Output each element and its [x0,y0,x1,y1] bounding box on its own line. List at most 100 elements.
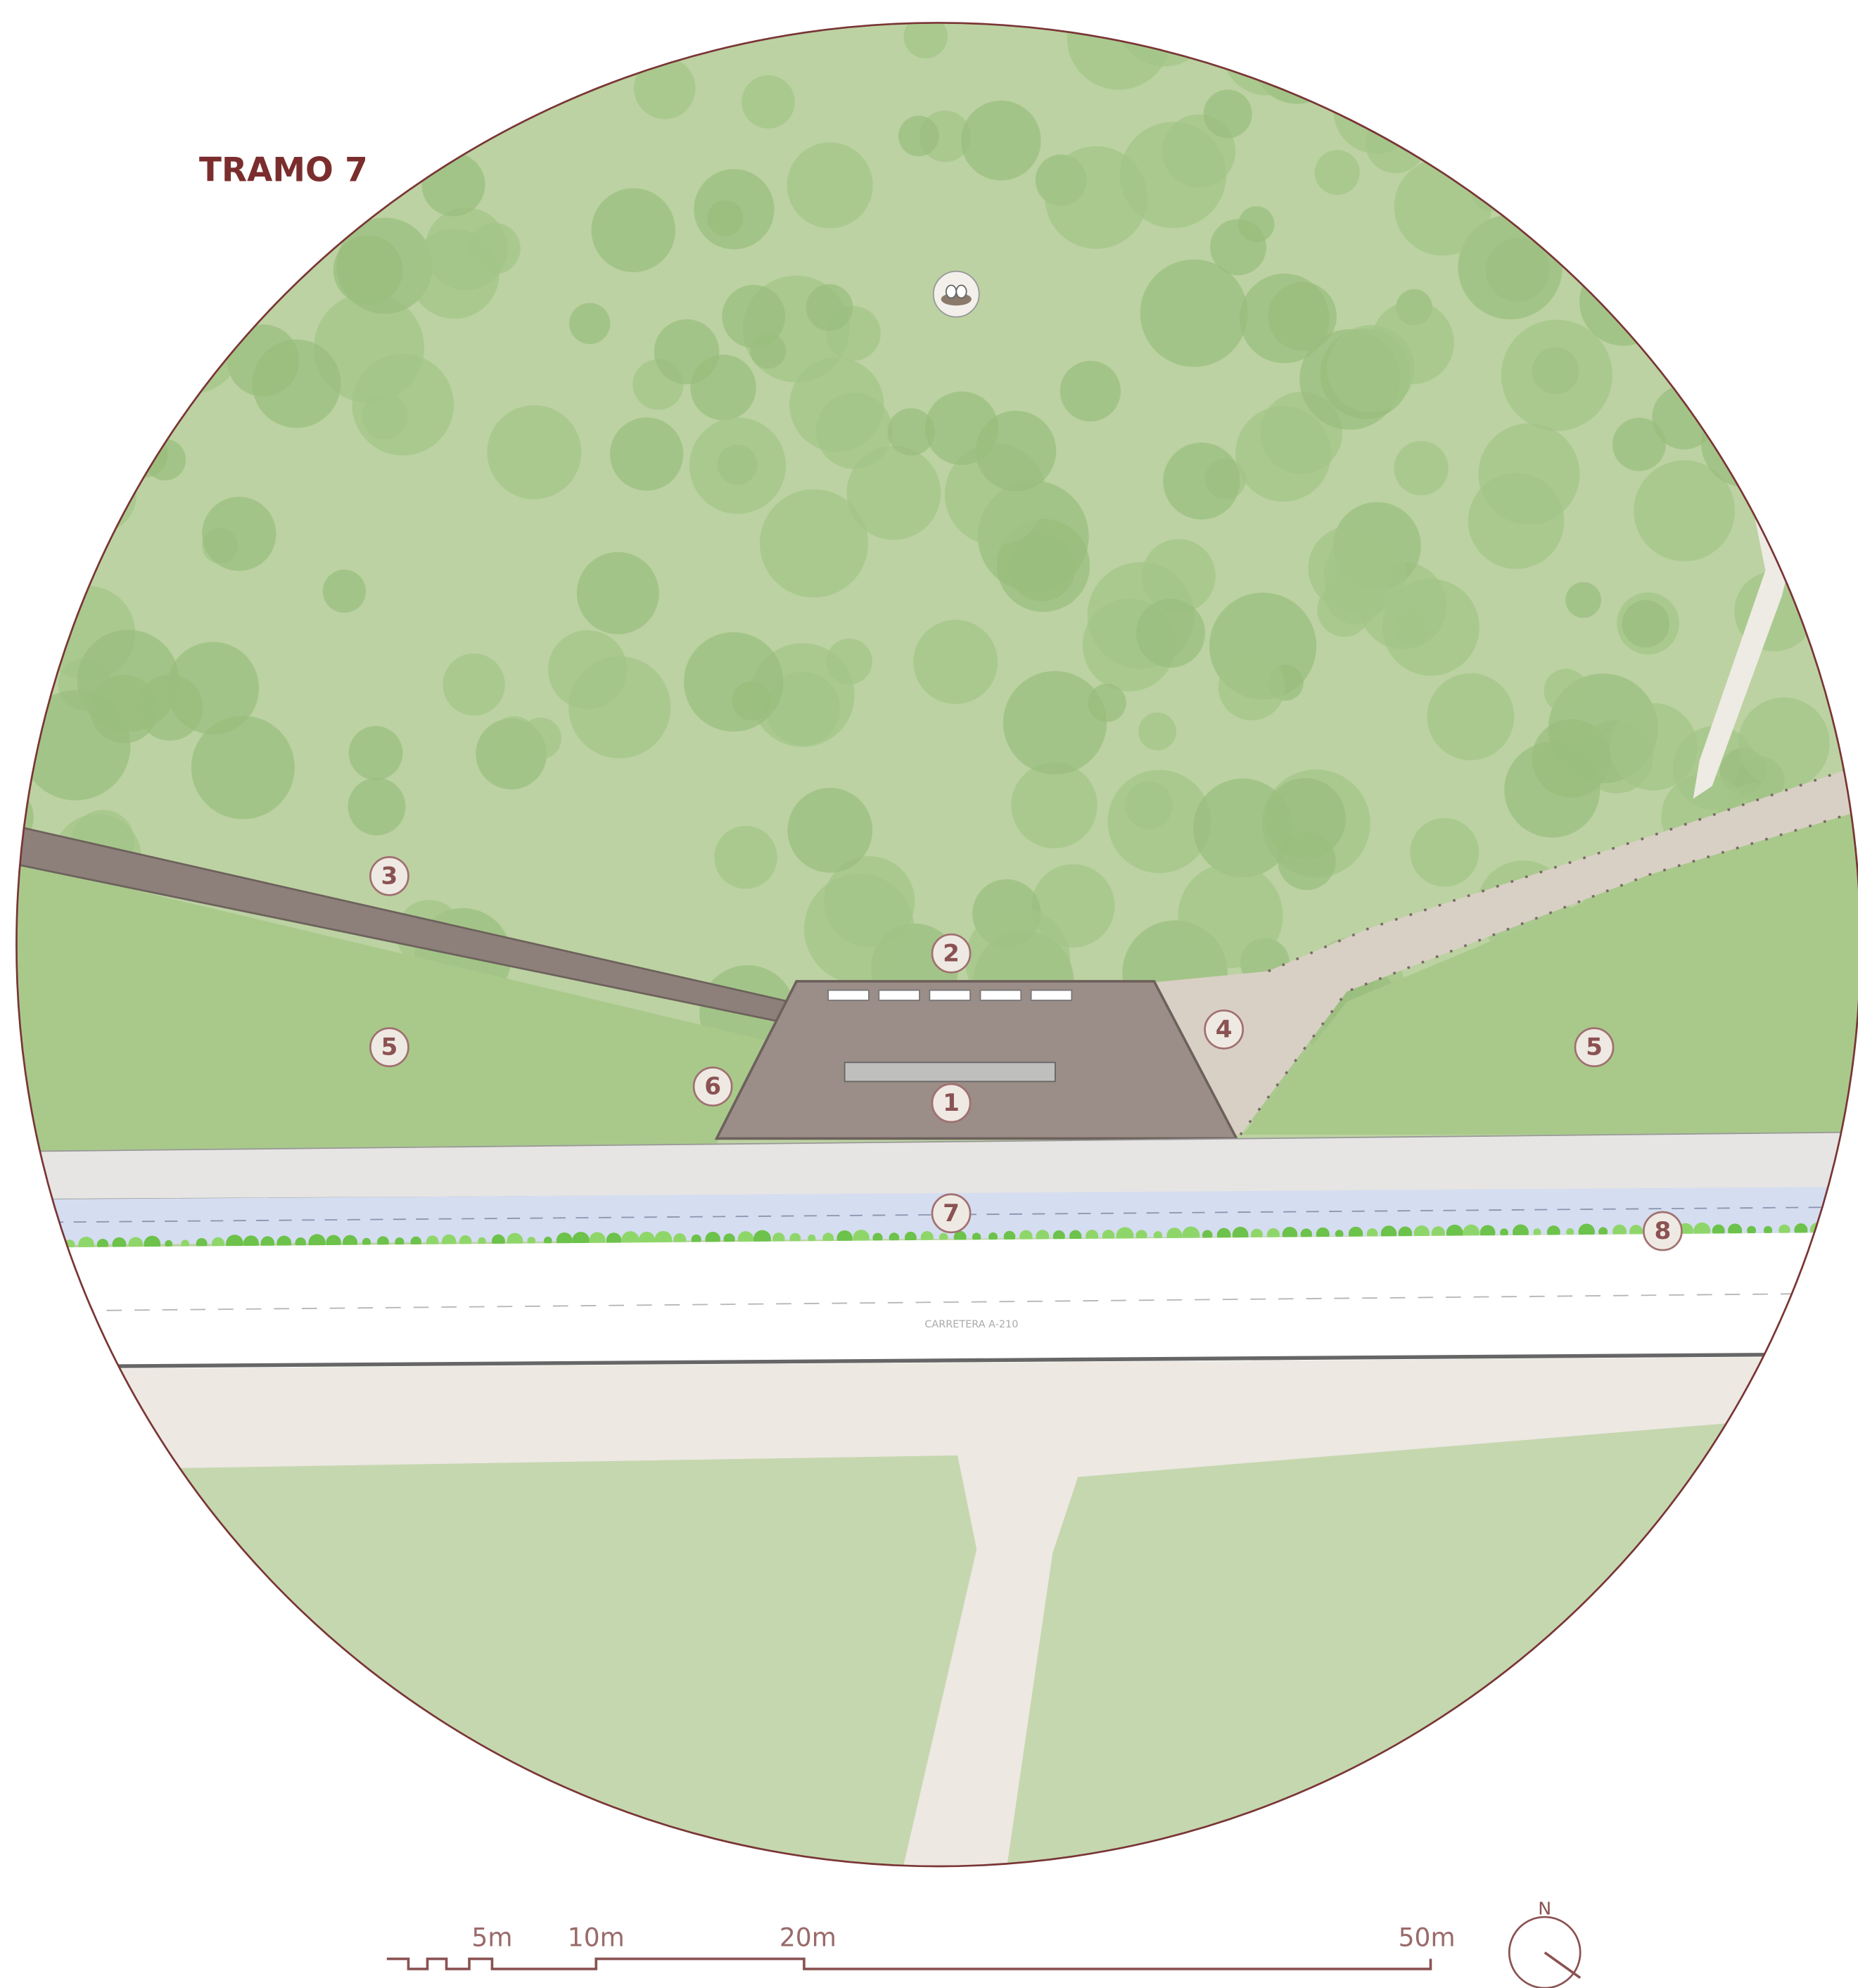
scale-label: 20m [780,1923,836,1953]
scale-label: 10m [568,1923,625,1953]
marker-label: 5 [1586,1033,1603,1062]
viewing-platform [717,981,1237,1138]
tree [888,408,935,455]
tree [15,146,108,239]
tree [913,620,998,704]
tree [1060,361,1121,421]
tree [349,726,403,780]
tree [253,339,341,428]
tree [634,58,696,120]
tree [1798,504,1854,560]
marker-label: 2 [943,939,960,967]
tree [1803,187,1858,272]
tree [333,0,404,69]
tree [1382,579,1480,676]
tree [1753,42,1795,84]
tree [1442,64,1548,170]
tree [487,405,581,499]
tree [1193,779,1292,878]
tree [569,303,610,344]
tree [1308,526,1392,611]
tree [1555,132,1655,232]
tree [191,216,254,279]
bench [929,990,970,1000]
egg [946,286,956,298]
marker-label: 3 [381,862,398,890]
tree [707,200,743,236]
bench [879,990,920,1000]
tree [1610,703,1697,790]
tree [1748,56,1797,106]
tree [167,642,260,734]
tree [610,417,683,490]
bench [1031,990,1072,1000]
tree [9,607,45,643]
tree [1565,582,1601,618]
tree [1140,260,1248,367]
tree [333,235,403,305]
tree [1601,30,1657,85]
tree [1136,599,1205,668]
tree [1767,134,1841,208]
tree [122,74,191,142]
tree [207,79,247,120]
tree [654,319,720,385]
tree [804,874,915,984]
tree [577,552,659,635]
shrub [1566,1228,1574,1236]
tree [1011,763,1097,848]
tree [904,15,948,58]
lower-field-right [989,1420,1858,1988]
tree [1327,325,1414,412]
tree [1238,206,1274,242]
north-needle [1545,1953,1580,1978]
tree [1138,713,1176,751]
tree [1427,673,1514,760]
tree [0,222,36,260]
tree [115,75,206,166]
tree [789,357,884,452]
tree [421,153,485,216]
tree [1607,231,1671,295]
tree [1410,818,1479,887]
tree [976,411,1057,491]
tree [89,364,161,436]
tree [1745,20,1791,66]
tree [787,788,872,873]
tree [1568,3,1662,97]
tree [141,293,242,394]
tree [3,217,73,287]
tree [348,778,406,836]
tree [592,189,675,272]
scale-label: 5m [471,1923,512,1953]
tree [1738,697,1830,789]
tree [352,13,399,60]
tree [1218,654,1285,720]
table [845,1062,1055,1081]
nest-icon [934,272,979,317]
tree [1544,669,1589,713]
tree [1652,386,1716,450]
tree [1163,442,1240,519]
tree [520,718,561,759]
tree [117,300,199,383]
tree [1622,600,1669,648]
tree [1088,684,1126,722]
egg [956,286,966,298]
tree [1504,742,1600,838]
tree [846,446,941,540]
tree [961,101,1041,181]
tree [750,333,786,369]
tree [1741,269,1852,380]
tree [1045,146,1147,249]
tree [1204,89,1252,138]
site-plan: CARRETERA A-210 123455678 TRAMO 7 5m 10m… [0,0,1858,1988]
bench [828,990,869,1000]
north-label: N [1538,1898,1551,1918]
marker-label: 6 [704,1073,721,1101]
tree [100,0,182,43]
tree [215,40,251,76]
marker-label: 1 [943,1089,960,1117]
bench [981,990,1022,1000]
tree [714,826,777,888]
